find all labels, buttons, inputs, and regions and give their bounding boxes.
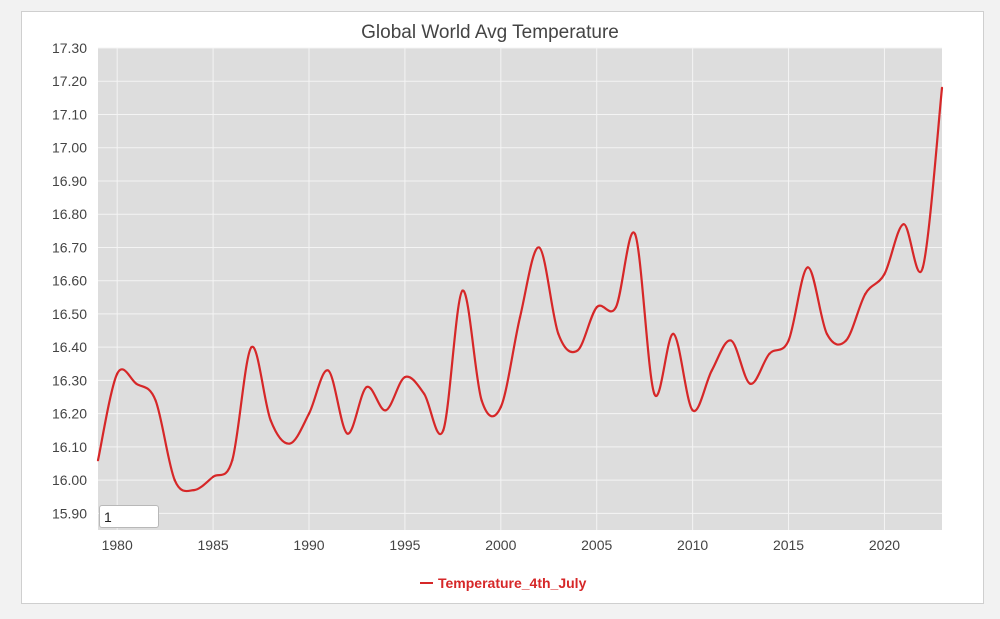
y-tick-label: 15.90 <box>52 505 87 521</box>
y-tick-label: 16.60 <box>52 273 87 289</box>
y-tick-label: 16.20 <box>52 406 87 422</box>
y-tick-label: 17.10 <box>52 106 87 122</box>
data-point[interactable] <box>269 419 272 422</box>
y-tick-label: 16.40 <box>52 339 87 355</box>
legend[interactable]: Temperature_4th_July <box>420 575 587 591</box>
x-axis-ticks: 1980 1985 1990 1995 2000 2005 2010 2015 2020 <box>102 537 901 553</box>
data-point[interactable] <box>883 272 886 276</box>
series-layer <box>96 86 944 493</box>
data-point[interactable] <box>499 405 502 409</box>
x-tick-label: 2020 <box>869 537 900 553</box>
y-tick-label: 16.50 <box>52 306 87 322</box>
data-point[interactable] <box>595 306 598 309</box>
data-point[interactable] <box>192 489 196 492</box>
data-point[interactable] <box>346 432 349 435</box>
data-point[interactable] <box>365 385 368 389</box>
legend-label[interactable]: Temperature_4th_July <box>438 575 587 591</box>
smoothing-input[interactable] <box>99 505 159 528</box>
data-point[interactable] <box>518 316 522 319</box>
data-point[interactable] <box>729 339 733 342</box>
data-point[interactable] <box>480 399 483 402</box>
data-point[interactable] <box>940 86 944 89</box>
data-point[interactable] <box>461 289 464 292</box>
data-point[interactable] <box>691 409 694 412</box>
data-point[interactable] <box>653 392 656 395</box>
data-point[interactable] <box>576 349 579 352</box>
data-point[interactable] <box>538 246 541 249</box>
data-point[interactable] <box>710 369 713 372</box>
data-point[interactable] <box>864 292 867 296</box>
data-point[interactable] <box>787 339 790 342</box>
x-tick-label: 1980 <box>102 537 133 553</box>
y-tick-label: 17.00 <box>52 140 87 156</box>
y-tick-label: 16.80 <box>52 206 87 222</box>
chart-title: Global World Avg Temperature <box>361 22 619 43</box>
data-point[interactable] <box>749 382 752 385</box>
x-tick-label: 2005 <box>581 537 612 553</box>
y-tick-label: 17.20 <box>52 73 87 89</box>
data-point[interactable] <box>557 332 560 335</box>
y-tick-label: 17.30 <box>52 40 87 56</box>
y-tick-label: 16.90 <box>52 173 87 189</box>
y-axis-ticks: 15.90 16.00 16.10 16.20 16.30 16.40 16.50 16.60… <box>52 40 87 521</box>
data-point[interactable] <box>614 306 618 309</box>
data-point[interactable] <box>806 266 809 269</box>
y-tick-label: 16.00 <box>52 472 87 488</box>
y-tick-label: 16.10 <box>52 439 87 455</box>
data-point[interactable] <box>844 339 848 342</box>
data-point[interactable] <box>211 475 215 478</box>
series-line-0[interactable] <box>96 87 944 493</box>
x-tick-label: 2000 <box>485 537 516 553</box>
data-point[interactable] <box>633 233 637 236</box>
data-point[interactable] <box>116 372 119 375</box>
data-point[interactable] <box>154 399 157 402</box>
x-tick-label: 2015 <box>773 537 804 553</box>
data-point[interactable] <box>135 382 138 385</box>
data-point[interactable] <box>288 442 291 445</box>
data-point[interactable] <box>442 429 445 432</box>
y-tick-label: 16.70 <box>52 239 87 255</box>
data-point[interactable] <box>921 266 924 269</box>
x-tick-label: 1990 <box>293 537 324 553</box>
data-point[interactable] <box>307 412 311 415</box>
data-point[interactable] <box>96 459 100 462</box>
data-point[interactable] <box>672 332 675 335</box>
data-point[interactable] <box>384 409 387 412</box>
data-point[interactable] <box>327 369 330 372</box>
data-point[interactable] <box>250 346 253 349</box>
data-point[interactable] <box>422 392 426 395</box>
data-point[interactable] <box>768 352 771 355</box>
data-point[interactable] <box>825 332 829 335</box>
grid-lines <box>98 47 942 530</box>
x-tick-label: 1995 <box>389 537 420 553</box>
x-tick-label: 2010 <box>677 537 708 553</box>
data-point[interactable] <box>173 479 176 482</box>
data-point[interactable] <box>231 459 234 462</box>
y-tick-label: 16.30 <box>52 372 87 388</box>
data-point[interactable] <box>403 375 407 379</box>
x-tick-label: 1985 <box>198 537 229 553</box>
data-point[interactable] <box>902 223 905 226</box>
